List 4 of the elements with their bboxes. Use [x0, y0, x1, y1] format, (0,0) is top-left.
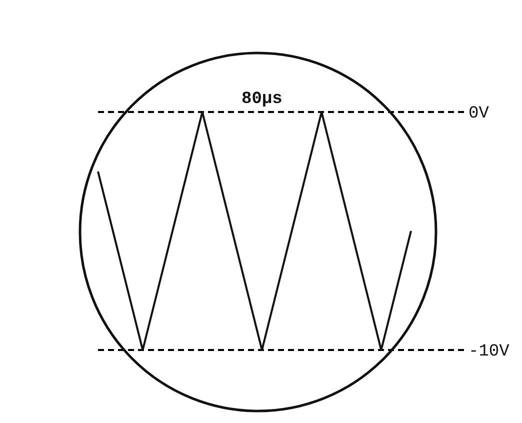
text: 80µs [242, 90, 282, 109]
y-tick-label: 0V [468, 104, 490, 124]
y-tick-label: -10V [468, 342, 510, 362]
line-series [97, 111, 412, 351]
